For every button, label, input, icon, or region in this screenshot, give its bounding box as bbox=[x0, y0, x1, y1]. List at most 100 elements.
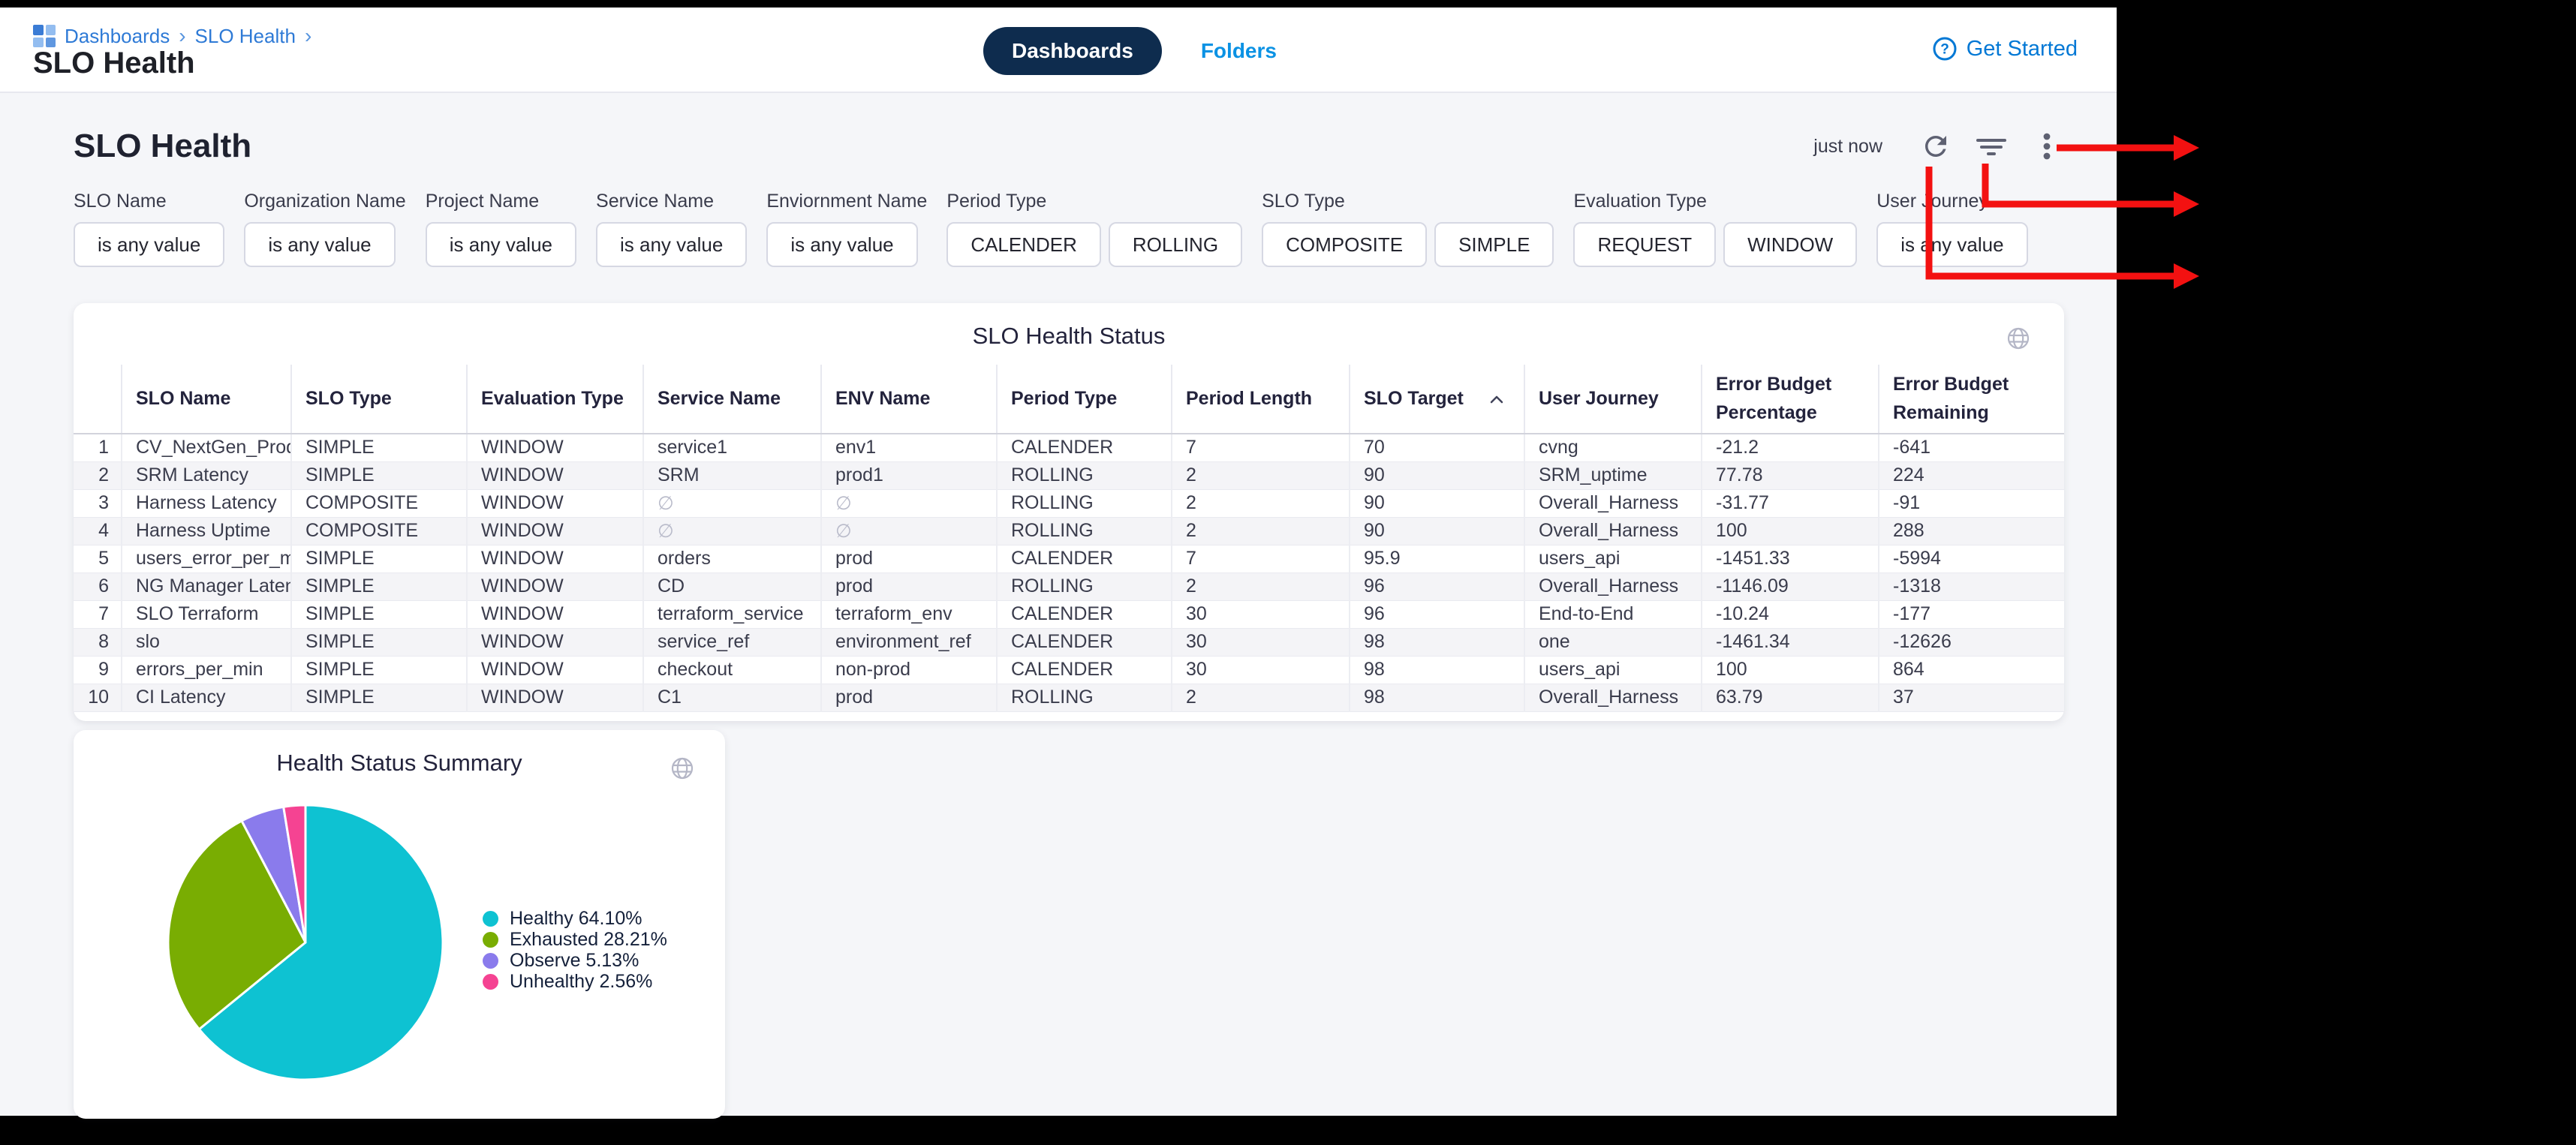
table-cell: 7 bbox=[1172, 545, 1350, 573]
table-cell: -1451.33 bbox=[1702, 545, 1879, 573]
filter-button-is-any-value[interactable]: is any value bbox=[766, 222, 918, 267]
table-cell: 864 bbox=[1879, 656, 2064, 684]
get-started-link[interactable]: ? Get Started bbox=[1932, 36, 2078, 62]
column-header-env-name[interactable]: ENV Name bbox=[821, 365, 998, 434]
filter-button-is-any-value[interactable]: is any value bbox=[1876, 222, 2028, 267]
column-header-user-journey[interactable]: User Journey bbox=[1524, 365, 1702, 434]
column-header-service-name[interactable]: Service Name bbox=[643, 365, 822, 434]
filter-button-is-any-value[interactable]: is any value bbox=[244, 222, 396, 267]
filter-label: User Journey bbox=[1876, 191, 1988, 212]
filter-button-window[interactable]: WINDOW bbox=[1723, 222, 1858, 267]
legend-item-observe[interactable]: Observe 5.13% bbox=[483, 950, 667, 972]
sort-asc-icon bbox=[1490, 395, 1503, 403]
filter-button-composite[interactable]: COMPOSITE bbox=[1262, 222, 1428, 267]
table-cell: CALENDER bbox=[997, 545, 1172, 573]
pie-slice-healthy[interactable] bbox=[197, 804, 444, 1080]
app-window: Dashboards › SLO Health › SLO Health Das… bbox=[0, 8, 2117, 1119]
filter-group-slo-type: SLO Type COMPOSITE SIMPLE bbox=[1262, 191, 1554, 267]
table-cell: CD bbox=[643, 572, 822, 601]
dashboards-logo-icon bbox=[33, 25, 56, 47]
filter-button-is-any-value[interactable]: is any value bbox=[596, 222, 748, 267]
filter-button-calender[interactable]: CALENDER bbox=[946, 222, 1101, 267]
table-cell: -177 bbox=[1879, 600, 2064, 629]
column-header-evaluation-type[interactable]: Evaluation Type bbox=[467, 365, 644, 434]
refresh-icon bbox=[1925, 136, 1946, 157]
legend-item-unhealthy[interactable]: Unhealthy 2.56% bbox=[483, 971, 667, 993]
globe-icon[interactable] bbox=[670, 756, 695, 785]
filter-button-is-any-value[interactable]: is any value bbox=[74, 222, 225, 267]
table-cell: -31.77 bbox=[1702, 489, 1879, 518]
table-cell: WINDOW bbox=[467, 656, 644, 684]
pie-slice-exhausted[interactable] bbox=[167, 819, 307, 1030]
column-header-period-type[interactable]: Period Type bbox=[997, 365, 1172, 434]
table-cell: 100 bbox=[1702, 517, 1879, 545]
table-cell: Overall_Harness bbox=[1524, 572, 1702, 601]
legend-dot bbox=[483, 932, 498, 948]
filter-icon bbox=[1976, 139, 2006, 155]
health-status-pie-chart bbox=[167, 803, 444, 1080]
filter-group-user-journey: User Journey is any value bbox=[1876, 191, 2028, 267]
table-cell: ROLLING bbox=[997, 684, 1172, 712]
page-title: SLO Health bbox=[33, 47, 195, 80]
filter-button-rolling[interactable]: ROLLING bbox=[1108, 222, 1243, 267]
table-cell: ∅ bbox=[821, 517, 998, 545]
table-cell: 70 bbox=[1350, 434, 1525, 462]
table-cell: 2 bbox=[1172, 517, 1350, 545]
breadcrumb-link-slo-health[interactable]: SLO Health bbox=[194, 24, 296, 47]
table-cell: prod bbox=[821, 572, 998, 601]
table-cell: 30 bbox=[1172, 628, 1350, 657]
table-cell: SRM bbox=[643, 461, 822, 490]
get-started-label: Get Started bbox=[1966, 36, 2078, 61]
table-row: 10 CI Latency SIMPLE WINDOW C1 prod ROLLING 2 98… bbox=[74, 684, 2064, 712]
tab-folders[interactable]: Folders bbox=[1200, 39, 1277, 62]
column-header-slo-type[interactable]: SLO Type bbox=[291, 365, 468, 434]
table-cell: 30 bbox=[1172, 656, 1350, 684]
table-row: 3 Harness Latency COMPOSITE WINDOW ∅ ∅ ROLLING… bbox=[74, 489, 2064, 518]
table-cell: ∅ bbox=[821, 489, 998, 518]
table-cell: SIMPLE bbox=[291, 684, 468, 712]
table-cell: ROLLING bbox=[997, 489, 1172, 518]
table-cell: non-prod bbox=[821, 656, 998, 684]
table-cell: SRM_uptime bbox=[1524, 461, 1702, 490]
column-header-error-budget-percentage[interactable]: Error Budget Percentage bbox=[1702, 365, 1879, 434]
tab-dashboards[interactable]: Dashboards bbox=[983, 27, 1162, 75]
legend-item-healthy[interactable]: Healthy 64.10% bbox=[483, 908, 667, 930]
breadcrumb-link-dashboards[interactable]: Dashboards bbox=[65, 24, 170, 47]
filter-button-request[interactable]: REQUEST bbox=[1573, 222, 1717, 267]
globe-icon[interactable] bbox=[2006, 326, 2031, 355]
filter-label: SLO Type bbox=[1262, 191, 1345, 212]
filter-toggle-button[interactable] bbox=[1974, 129, 2009, 164]
table-cell: 30 bbox=[1172, 600, 1350, 629]
table-cell: 37 bbox=[1879, 684, 2064, 712]
column-header-slo-name[interactable]: SLO Name bbox=[122, 365, 292, 434]
table-cell: SIMPLE bbox=[291, 600, 468, 629]
table-cell: WINDOW bbox=[467, 434, 644, 462]
legend-dot bbox=[483, 974, 498, 990]
table-cell: terraform_env bbox=[821, 600, 998, 629]
legend-item-exhausted[interactable]: Exhausted 28.21% bbox=[483, 929, 667, 951]
table-cell: -91 bbox=[1879, 489, 2064, 518]
filter-button-is-any-value[interactable]: is any value bbox=[425, 222, 577, 267]
help-icon: ? bbox=[1933, 37, 1957, 61]
table-row: 6NG Manager LatencySIMPLEWINDOWCDprodROL… bbox=[74, 572, 2064, 601]
table-cell: WINDOW bbox=[467, 517, 644, 545]
pie-slice-unhealthy[interactable] bbox=[282, 803, 307, 943]
filter-button-simple[interactable]: SIMPLE bbox=[1434, 222, 1554, 267]
refresh-button[interactable] bbox=[1918, 129, 1953, 164]
table-cell: ROLLING bbox=[997, 461, 1172, 490]
column-header-slo-target[interactable]: SLO Target bbox=[1350, 365, 1525, 434]
column-header-error-budget-remaining[interactable]: Error Budget Remaining bbox=[1879, 365, 2064, 434]
more-options-button[interactable] bbox=[2030, 129, 2064, 164]
table-cell: 224 bbox=[1879, 461, 2064, 490]
filter-label: Organization Name bbox=[244, 191, 406, 212]
chart-legend: Healthy 64.10% Exhausted 28.21% Observe 5.… bbox=[483, 908, 667, 993]
table-cell: -1146.09 bbox=[1702, 572, 1879, 601]
row-number-cell: 9 bbox=[74, 656, 122, 684]
table-row: 5users_error_per_minSIMPLEWINDOWorderspr… bbox=[74, 545, 2064, 573]
table-cell: -5994 bbox=[1879, 545, 2064, 573]
table-cell: CV_NextGen_Prod bbox=[122, 434, 292, 462]
table-cell: SLO Terraform bbox=[122, 600, 292, 629]
table-cell: 90 bbox=[1350, 517, 1525, 545]
filter-group-service-name: Service Name is any value bbox=[596, 191, 748, 267]
column-header-period-length[interactable]: Period Length bbox=[1172, 365, 1350, 434]
